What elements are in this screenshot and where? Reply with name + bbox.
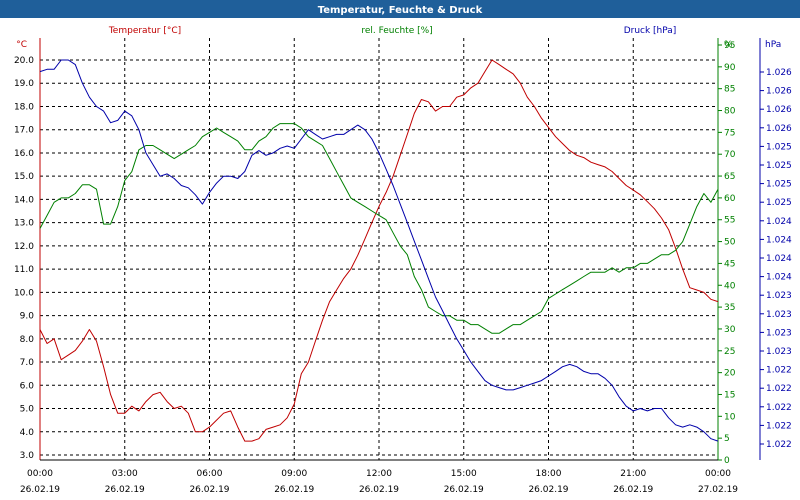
x-tick-date-label: 26.02.19: [105, 485, 145, 495]
humidity-tick-label: 40: [724, 281, 736, 291]
pressure-tick-label: 1.024: [766, 235, 792, 245]
temperature-tick-label: 17.0: [14, 126, 34, 136]
temperature-tick-label: 3.0: [20, 451, 35, 461]
tick-labels: 3.0 4.0 5.0 6.0 7.0 8.0 9.0 10.0 11.0 12.0 13.0 14.…: [14, 41, 792, 495]
temperature-tick-label: 15.0: [14, 172, 34, 182]
humidity-tick-label: 45: [724, 259, 735, 269]
x-tick-time-label: 00:00: [705, 469, 731, 479]
temperature-tick-label: 6.0: [20, 381, 35, 391]
series-lines: [39, 59, 719, 442]
humidity-tick-label: 80: [724, 107, 736, 117]
pressure-tick-label: 1.026: [766, 87, 792, 97]
humidity-tick-label: 35: [724, 303, 735, 313]
pressure-tick-label: 1.022: [766, 421, 792, 431]
temperature-tick-label: 4.0: [20, 428, 35, 438]
x-tick-date-label: 26.02.19: [528, 485, 568, 495]
temperature-tick-label: 19.0: [14, 79, 34, 89]
pressure-tick-label: 1.023: [766, 347, 792, 357]
humidity-tick-label: 75: [724, 128, 735, 138]
humidity-tick-label: 30: [724, 325, 736, 335]
temperature-tick-label: 8.0: [20, 335, 35, 345]
temperature-unit-label: °C: [16, 40, 27, 50]
x-tick-time-label: 12:00: [366, 469, 392, 479]
humidity-tick-label: 95: [724, 41, 735, 51]
pressure-tick-label: 1.026: [766, 105, 792, 115]
humidity-tick-label: 25: [724, 347, 735, 357]
x-tick-date-label: 26.02.19: [444, 485, 484, 495]
humidity-tick-label: 5: [724, 434, 730, 444]
humidity-tick-label: 60: [724, 194, 736, 204]
series-line-humidity: [39, 123, 719, 334]
x-tick-time-label: 09:00: [281, 469, 307, 479]
humidity-tick-label: 70: [724, 150, 736, 160]
humidity-tick-label: 10: [724, 412, 736, 422]
title-bar: [0, 0, 800, 18]
temperature-tick-label: 9.0: [20, 312, 35, 322]
legend-temperature: Temperatur [°C]: [108, 26, 181, 36]
x-tick-date-label: 26.02.19: [274, 485, 314, 495]
pressure-tick-label: 1.024: [766, 254, 792, 264]
axes: [39, 38, 764, 461]
pressure-unit-label: hPa: [765, 40, 781, 50]
x-tick-time-label: 18:00: [536, 469, 562, 479]
pressure-tick-label: 1.023: [766, 310, 792, 320]
humidity-tick-label: 15: [724, 390, 735, 400]
x-tick-date-label: 26.02.19: [20, 485, 60, 495]
temperature-tick-label: 16.0: [14, 149, 34, 159]
temperature-tick-label: 5.0: [20, 405, 35, 415]
temperature-tick-label: 11.0: [14, 265, 34, 275]
humidity-tick-label: 20: [724, 369, 736, 379]
pressure-tick-label: 1.025: [766, 180, 792, 190]
pressure-tick-label: 1.026: [766, 124, 792, 134]
temperature-tick-label: 12.0: [14, 242, 34, 252]
x-tick-date-label: 26.02.19: [613, 485, 653, 495]
pressure-tick-label: 1.025: [766, 198, 792, 208]
humidity-tick-label: 85: [724, 85, 735, 95]
temperature-tick-label: 7.0: [20, 358, 35, 368]
humidity-tick-label: 90: [724, 63, 736, 73]
pressure-tick-label: 1.024: [766, 273, 792, 283]
pressure-tick-label: 1.025: [766, 142, 792, 152]
humidity-tick-label: 0: [724, 456, 730, 466]
temperature-tick-label: 10.0: [14, 288, 34, 298]
pressure-tick-label: 1.023: [766, 328, 792, 338]
pressure-tick-label: 1.025: [766, 161, 792, 171]
x-tick-date-label: 26.02.19: [189, 485, 229, 495]
x-tick-time-label: 15:00: [451, 469, 477, 479]
x-tick-time-label: 00:00: [27, 469, 53, 479]
grid: [39, 38, 719, 460]
x-tick-date-label: 26.02.19: [359, 485, 399, 495]
temperature-tick-label: 18.0: [14, 102, 34, 112]
x-tick-time-label: 06:00: [197, 469, 223, 479]
pressure-tick-label: 1.022: [766, 384, 792, 394]
temperature-tick-label: 13.0: [14, 219, 34, 229]
pressure-tick-label: 1.023: [766, 291, 792, 301]
pressure-tick-label: 1.024: [766, 217, 792, 227]
x-tick-time-label: 21:00: [620, 469, 646, 479]
humidity-tick-label: 50: [724, 238, 736, 248]
pressure-tick-label: 1.026: [766, 68, 792, 78]
series-line-temperature: [39, 59, 719, 442]
humidity-tick-label: 65: [724, 172, 735, 182]
pressure-tick-label: 1.022: [766, 440, 792, 450]
legend-pressure: Druck [hPa]: [624, 26, 677, 36]
temperature-tick-label: 20.0: [14, 56, 34, 66]
legend-humidity: rel. Feuchte [%]: [361, 26, 432, 36]
pressure-tick-label: 1.022: [766, 366, 792, 376]
x-tick-time-label: 03:00: [112, 469, 138, 479]
series-line-pressure: [39, 59, 719, 442]
temperature-tick-label: 14.0: [14, 195, 34, 205]
chart-title: Temperatur, Feuchte & Druck: [318, 5, 483, 16]
humidity-unit-label: %: [724, 40, 733, 50]
pressure-tick-label: 1.022: [766, 403, 792, 413]
x-tick-date-label: 27.02.19: [698, 485, 738, 495]
humidity-tick-label: 55: [724, 216, 735, 226]
